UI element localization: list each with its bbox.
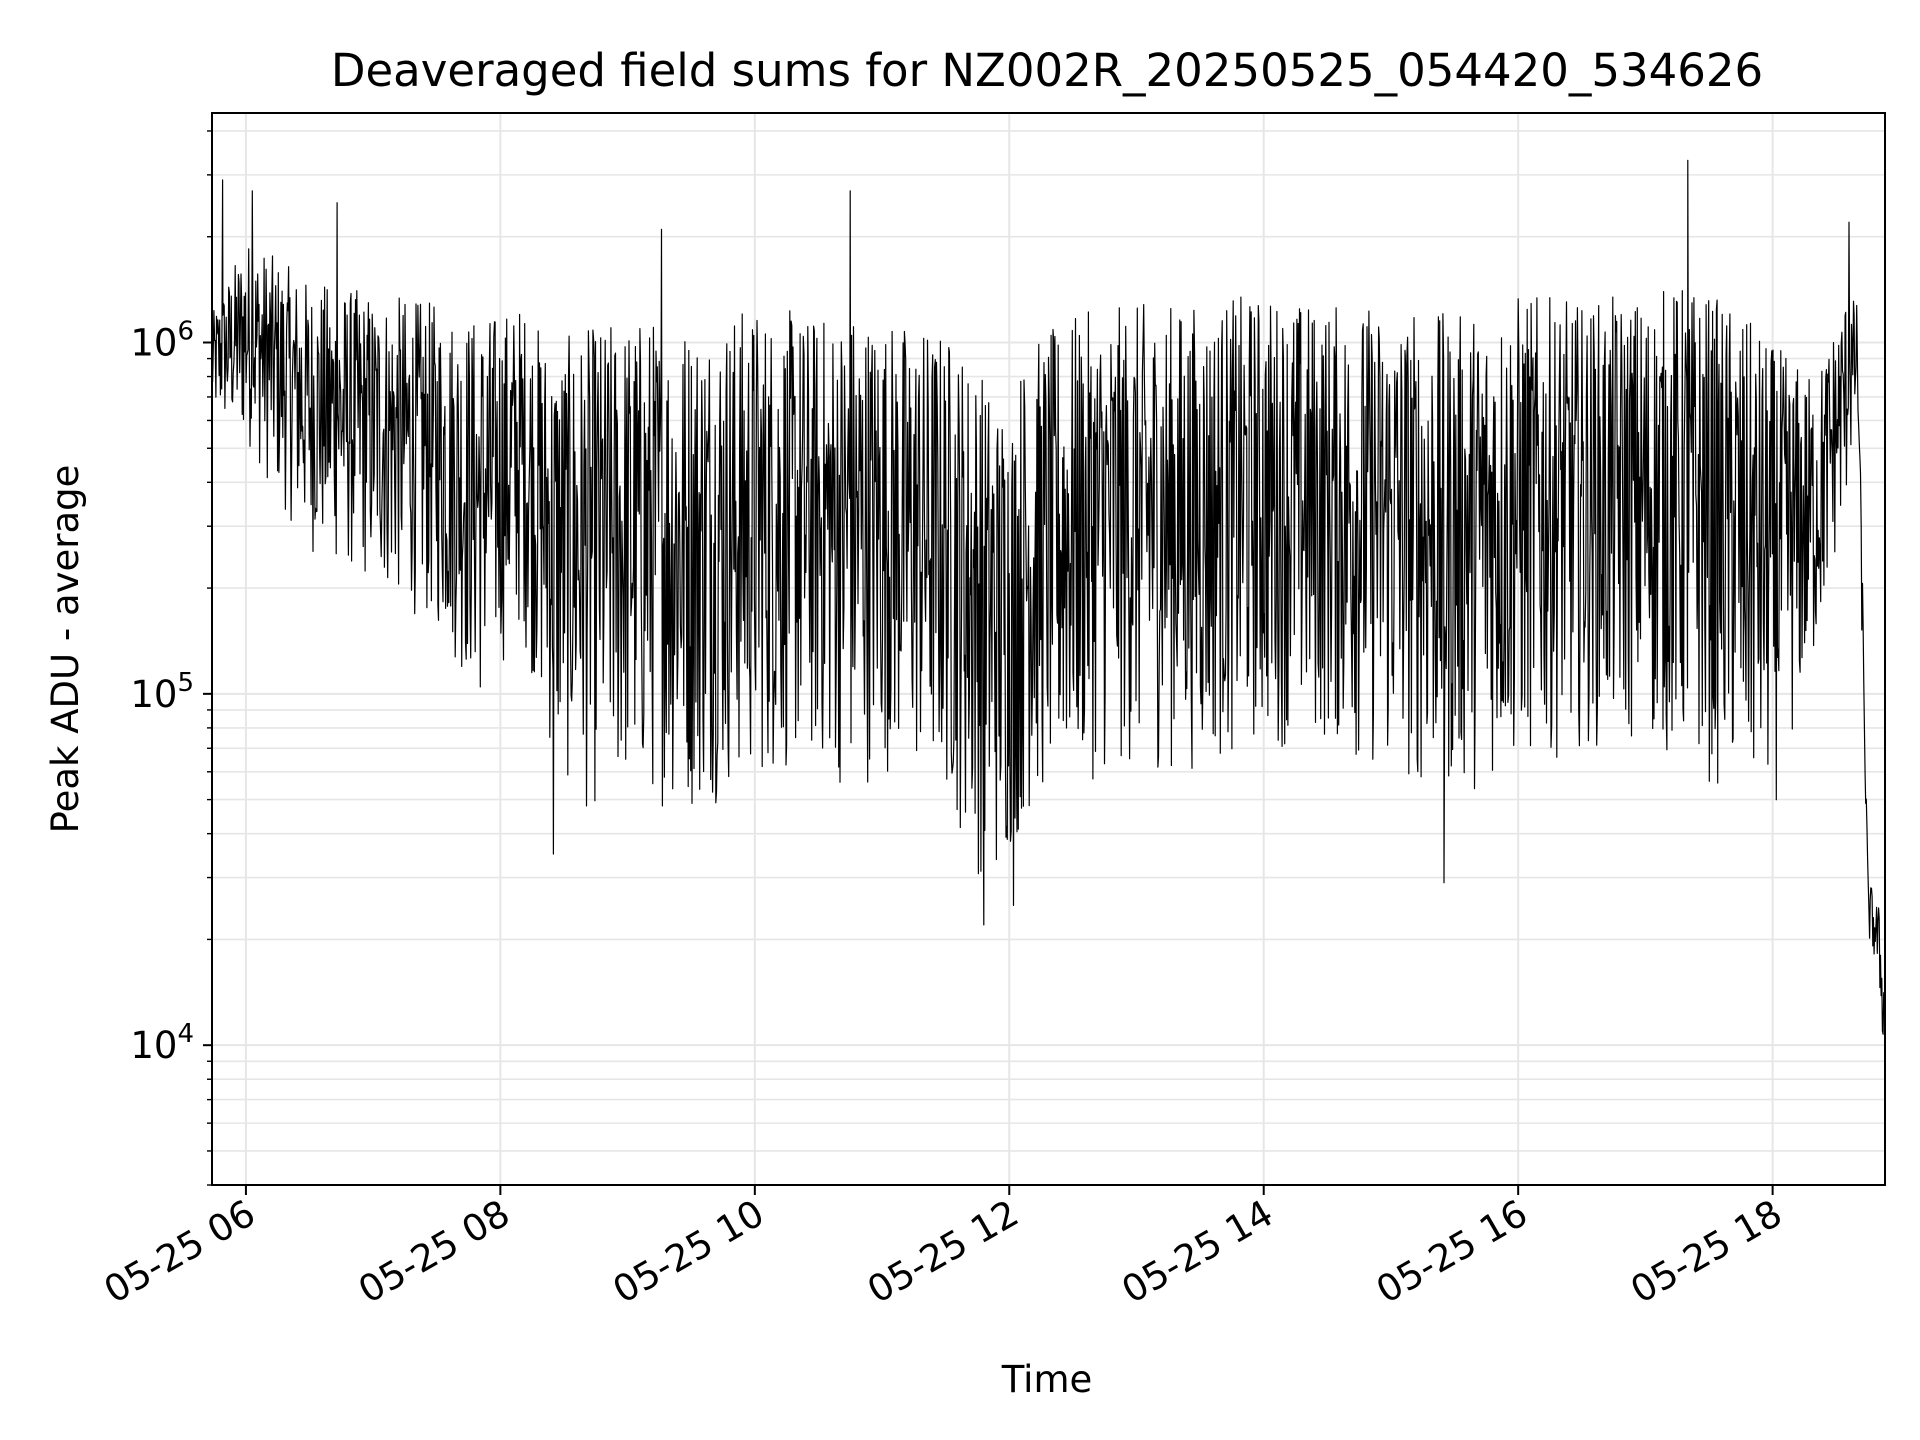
- plot-frame: [211, 112, 1886, 1186]
- y-tick-label: 106: [130, 317, 194, 365]
- y-tick-label: 105: [130, 668, 194, 716]
- data-series: [211, 159, 1886, 1039]
- y-axis-label: Peak ADU - average: [44, 465, 87, 834]
- data-line: [211, 159, 1886, 1039]
- y-tick-label: 104: [130, 1019, 194, 1067]
- y-axis: 104 105 106: [130, 130, 212, 1186]
- x-axis-label: Time: [1001, 1358, 1093, 1401]
- chart-title: Deaveraged field sums for NZ002R_2025052…: [331, 44, 1763, 97]
